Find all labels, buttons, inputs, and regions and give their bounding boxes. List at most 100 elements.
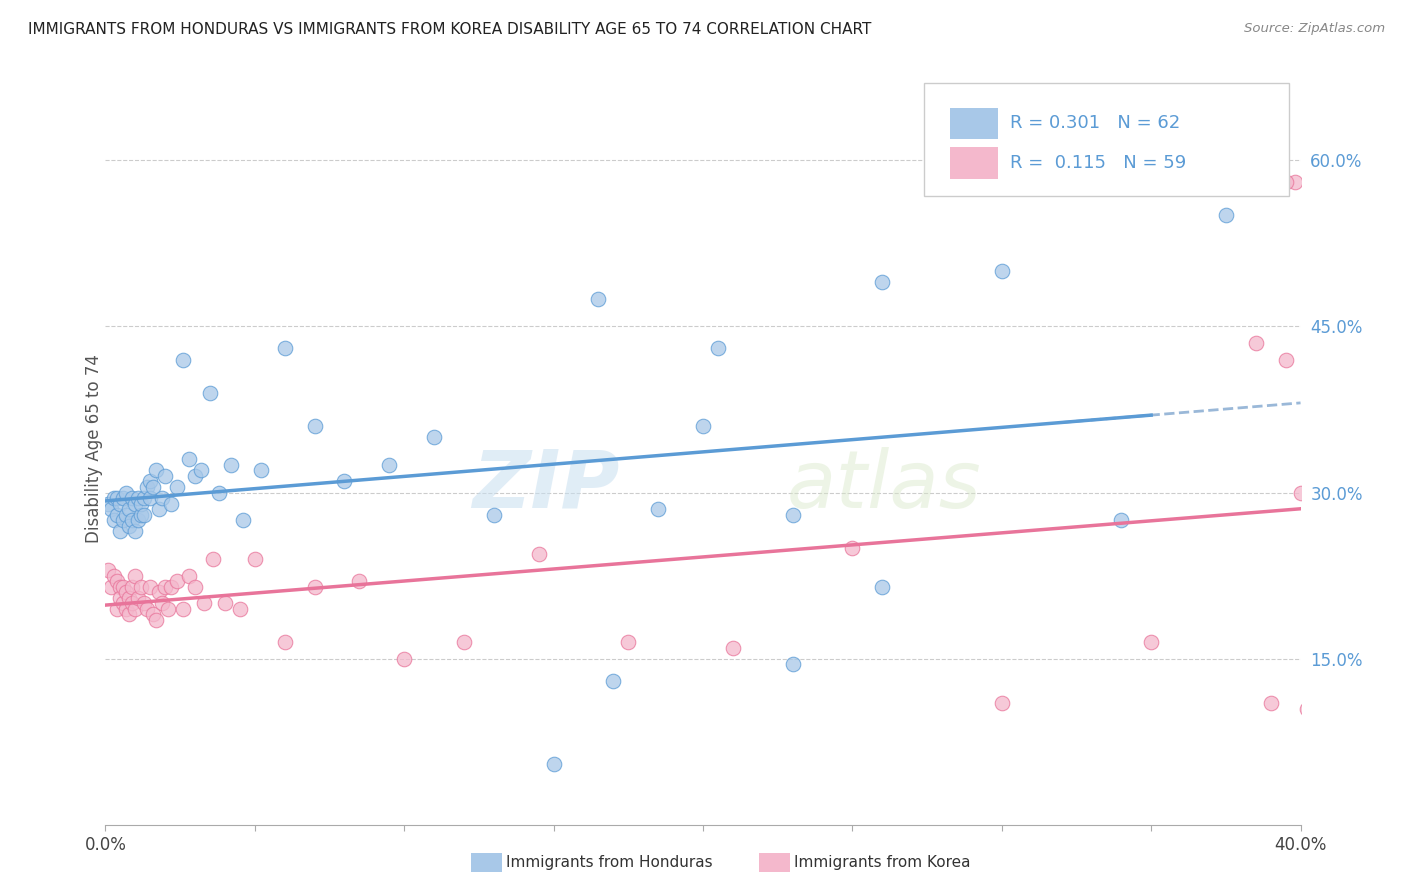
Text: Source: ZipAtlas.com: Source: ZipAtlas.com xyxy=(1244,22,1385,36)
Point xyxy=(721,640,744,655)
Point xyxy=(121,580,143,594)
Point xyxy=(112,596,135,610)
Point xyxy=(273,635,295,649)
Point xyxy=(100,580,122,594)
Point xyxy=(1274,352,1296,367)
Point xyxy=(214,596,236,610)
Point xyxy=(172,602,194,616)
Point xyxy=(150,491,173,505)
Point xyxy=(160,580,183,594)
Point xyxy=(148,502,170,516)
Point xyxy=(304,580,326,594)
Point xyxy=(219,458,242,472)
Point xyxy=(129,508,153,522)
Text: Immigrants from Korea: Immigrants from Korea xyxy=(794,855,972,870)
Point xyxy=(602,673,624,688)
Point xyxy=(177,568,201,582)
Point xyxy=(378,458,401,472)
Point xyxy=(134,596,156,610)
Point xyxy=(103,491,125,505)
Point xyxy=(139,491,162,505)
Point xyxy=(121,596,143,610)
Point xyxy=(136,602,159,616)
Point xyxy=(543,757,565,772)
Point xyxy=(110,524,132,539)
Text: Immigrants from Honduras: Immigrants from Honduras xyxy=(506,855,713,870)
Point xyxy=(118,518,141,533)
Point xyxy=(115,485,138,500)
Point xyxy=(150,596,173,610)
Point xyxy=(139,580,162,594)
Point xyxy=(118,591,141,605)
Point xyxy=(166,480,188,494)
Point xyxy=(157,602,180,616)
Text: R = 0.301   N = 62: R = 0.301 N = 62 xyxy=(1010,114,1181,132)
Point xyxy=(177,452,201,467)
Point xyxy=(208,485,231,500)
Point xyxy=(229,602,252,616)
Point xyxy=(110,580,132,594)
Y-axis label: Disability Age 65 to 74: Disability Age 65 to 74 xyxy=(86,354,103,542)
Point xyxy=(1111,513,1133,527)
Point xyxy=(112,491,135,505)
Point xyxy=(107,508,129,522)
Point xyxy=(107,491,129,505)
Point xyxy=(394,652,416,666)
Point xyxy=(100,502,122,516)
Point xyxy=(647,502,669,516)
Point xyxy=(527,547,550,561)
Point xyxy=(872,275,894,289)
Point xyxy=(127,591,149,605)
Point xyxy=(155,580,177,594)
Point xyxy=(453,635,475,649)
Point xyxy=(110,591,132,605)
FancyBboxPatch shape xyxy=(924,83,1288,195)
Point xyxy=(134,491,156,505)
Point xyxy=(250,463,273,477)
Point xyxy=(155,469,177,483)
Point xyxy=(97,497,120,511)
Point xyxy=(124,602,146,616)
Point xyxy=(1215,209,1237,223)
Point xyxy=(872,580,894,594)
Point xyxy=(482,508,505,522)
Point xyxy=(115,508,138,522)
Point xyxy=(139,475,162,489)
Point xyxy=(423,430,446,444)
Point xyxy=(107,574,129,589)
Point xyxy=(136,480,159,494)
Point xyxy=(617,635,640,649)
Point xyxy=(115,602,138,616)
Point xyxy=(110,497,132,511)
Point xyxy=(990,696,1012,710)
Point xyxy=(1274,175,1296,189)
Text: R =  0.115   N = 59: R = 0.115 N = 59 xyxy=(1010,154,1187,172)
Point xyxy=(129,497,153,511)
Point xyxy=(1289,485,1312,500)
Point xyxy=(124,568,146,582)
Point xyxy=(202,552,225,566)
Point xyxy=(145,613,167,627)
Point xyxy=(184,580,207,594)
Point xyxy=(243,552,266,566)
Text: ZIP: ZIP xyxy=(472,447,619,524)
Point xyxy=(118,607,141,622)
Point xyxy=(692,419,714,434)
Point xyxy=(349,574,371,589)
Point xyxy=(145,463,167,477)
Point xyxy=(1313,342,1336,356)
Point xyxy=(127,513,149,527)
FancyBboxPatch shape xyxy=(950,147,998,179)
Point xyxy=(148,585,170,599)
Point xyxy=(127,491,149,505)
Point xyxy=(1244,335,1267,350)
Point xyxy=(129,580,153,594)
Point xyxy=(103,513,125,527)
Point xyxy=(103,568,125,582)
Point xyxy=(232,513,254,527)
FancyBboxPatch shape xyxy=(950,108,998,139)
Text: atlas: atlas xyxy=(787,447,981,524)
Point xyxy=(782,657,804,672)
Point xyxy=(1295,702,1317,716)
Point xyxy=(198,385,221,400)
